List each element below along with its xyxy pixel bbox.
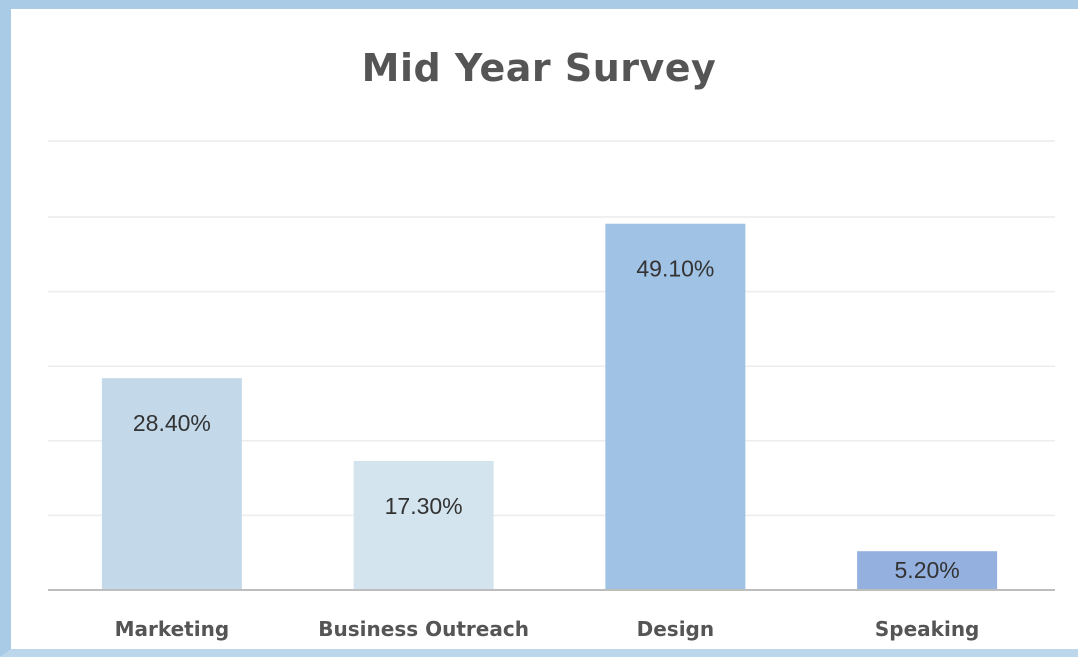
bar-speaking xyxy=(857,551,998,590)
data-label: 28.40% xyxy=(133,410,211,436)
category-label: Business Outreach xyxy=(318,617,529,641)
category-label: Speaking xyxy=(875,617,980,641)
data-label: 17.30% xyxy=(385,493,463,519)
bar-marketing xyxy=(101,378,242,590)
category-label: Design xyxy=(637,617,714,641)
category-label: Marketing xyxy=(115,617,230,641)
bar-business-outreach xyxy=(353,460,494,590)
data-label: 5.20% xyxy=(895,557,960,583)
bar-design xyxy=(605,223,746,591)
chart-title: Mid Year Survey xyxy=(361,46,717,90)
data-label: 49.10% xyxy=(636,256,714,282)
